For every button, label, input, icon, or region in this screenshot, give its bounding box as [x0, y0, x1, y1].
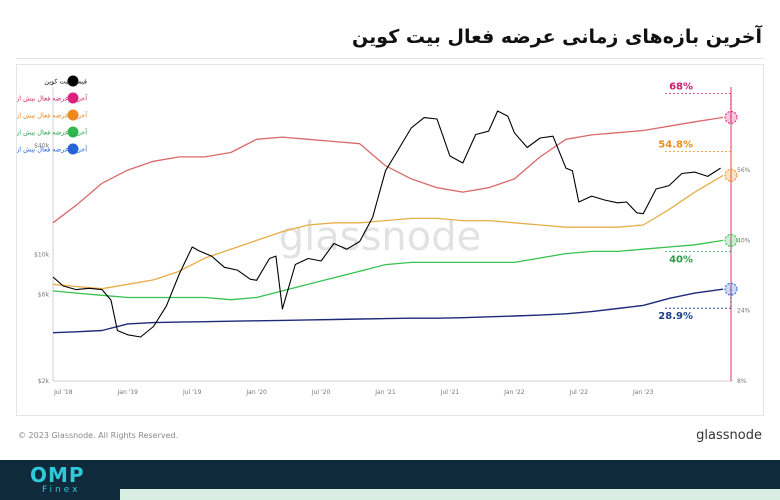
annotation-label: 54.8%: [658, 139, 693, 150]
x-tick-label: Jul '19: [182, 389, 202, 396]
annotation-label: 28.9%: [658, 311, 693, 322]
x-tick-label: Jul '21: [440, 389, 460, 396]
y-left-tick-label: $10k: [34, 251, 49, 258]
y-left-tick-label: $6k: [38, 292, 50, 299]
page-title: آخرین بازه‌های زمانی عرضه فعال بیت کوین: [352, 26, 762, 48]
legend-label: قیمت بیت کوین: [44, 78, 87, 86]
glassnode-brand: glassnode: [696, 428, 762, 443]
x-tick-label: Jan '21: [374, 389, 396, 396]
annotation-label: 40%: [669, 254, 693, 265]
x-tick-label: Jul '18: [53, 389, 73, 396]
footer-strip: [120, 489, 780, 500]
series-line-2: [52, 174, 724, 290]
y-left-tick-label: $2k: [38, 378, 50, 385]
y-right-tick-label: 40%: [737, 237, 751, 244]
series-line-0: [52, 110, 721, 338]
annotation-label: 68%: [669, 81, 693, 92]
copyright-text: © 2023 Glassnode. All Rights Reserved.: [18, 431, 179, 440]
x-tick-label: Jul '20: [311, 389, 331, 396]
legend-marker: [67, 126, 79, 138]
legend-label: آخرین عرضه فعال بیش از 2 سال قبل: [17, 111, 88, 120]
legend-label: آخرین عرضه فعال بیش از 5 سال قبل: [17, 145, 88, 154]
chart-card: glassnode $40k $10k $6k $2k 56% 40% 24% 8% Jul '…: [16, 64, 764, 416]
x-tick-label: Jan '22: [503, 389, 525, 396]
legend-marker: [67, 109, 79, 121]
x-tick-label: Jan '19: [117, 389, 139, 396]
omp-finex-logo: OMP: [30, 463, 85, 487]
x-tick-label: Jul '22: [569, 389, 589, 396]
y-right-tick-label: 24%: [737, 308, 751, 315]
title-divider: [16, 58, 764, 59]
legend-label: آخرین عرضه فعال بیش از 3 سال قبل: [17, 128, 88, 137]
legend-marker: [67, 143, 79, 155]
legend-label: آخرین عرضه فعال بیش از 1 سال قبل: [17, 94, 88, 103]
series-line-1: [52, 116, 724, 224]
y-right-tick-label: 56%: [737, 167, 751, 174]
legend-marker: [67, 75, 79, 87]
y-right-tick-label: 8%: [737, 378, 747, 385]
series-end-marker: [724, 168, 738, 182]
omp-finex-logo-sub: Finex: [42, 485, 81, 495]
legend-marker: [67, 92, 79, 104]
series-line-4: [52, 288, 724, 334]
x-tick-label: Jan '23: [632, 389, 654, 396]
series-line-3: [52, 239, 724, 301]
x-tick-label: Jan '20: [245, 389, 267, 396]
y-left-tick-label: $40k: [34, 142, 49, 149]
